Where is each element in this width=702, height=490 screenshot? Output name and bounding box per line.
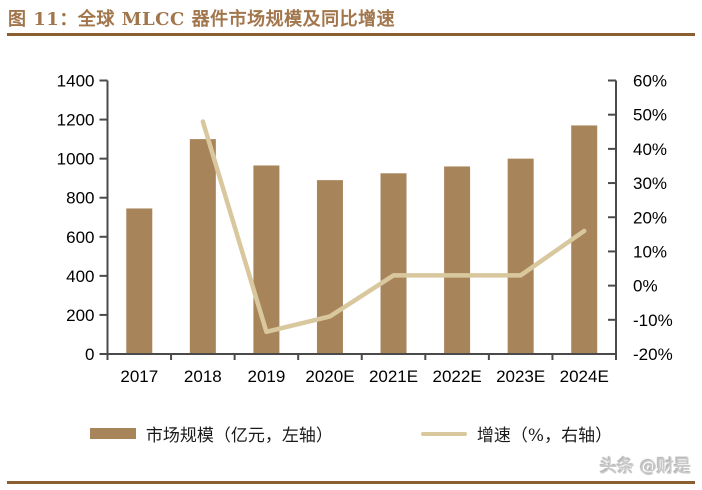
bar-2021E [380, 173, 407, 354]
bar-2018 [189, 139, 216, 354]
right-axis-label: 30% [633, 174, 667, 193]
left-axis-label: 800 [66, 189, 94, 208]
bar-2022E [444, 166, 471, 354]
bar-series-swatch [89, 428, 136, 439]
x-axis-label: 2020E [305, 367, 354, 386]
right-axis-label: 20% [633, 208, 667, 227]
bottom-divider [7, 481, 695, 484]
left-axis-label: 200 [66, 306, 94, 325]
x-axis-label: 2022E [433, 367, 482, 386]
bar-2019 [253, 165, 280, 354]
x-axis-label: 2019 [247, 367, 285, 386]
legend-item-growth: 增速（%，右轴） [420, 421, 613, 446]
left-axis-label: 1400 [57, 72, 95, 91]
watermark-toutiao-caishi: 头条 @财是 [600, 457, 691, 477]
right-axis-label: -20% [633, 345, 673, 364]
right-axis-label: 50% [633, 106, 667, 125]
chart-legend: 市场规模（亿元，左轴） 增速（%，右轴） [0, 421, 702, 446]
legend-label-growth: 增速（%，右轴） [476, 426, 613, 446]
x-axis-label: 2017 [120, 367, 158, 386]
title-divider [7, 33, 695, 36]
left-axis-label: 0 [85, 345, 94, 364]
line-series-swatch [420, 431, 467, 436]
left-axis-label: 400 [66, 267, 94, 286]
x-axis-label: 2023E [496, 367, 545, 386]
left-axis-label: 1000 [57, 150, 95, 169]
legend-label-market-size: 市场规模（亿元，左轴） [145, 426, 333, 446]
right-axis-label: 0% [633, 277, 658, 296]
bar-2023E [507, 158, 534, 354]
combo-chart: 0 200 400 600 800 1000 1200 1400 -20% -10% 0% 10% 20… [57, 72, 673, 387]
growth-line [200, 119, 587, 335]
right-axis-label: -10% [633, 311, 673, 330]
left-axis-label: 1200 [57, 111, 95, 130]
right-axis-label: 10% [633, 242, 667, 261]
x-axis-label: 2024E [560, 367, 609, 386]
bar-2017 [126, 208, 153, 354]
bar-2020E [316, 180, 343, 354]
right-axis-label: 60% [633, 72, 667, 91]
right-axis-label: 40% [633, 140, 667, 159]
legend-item-market-size: 市场规模（亿元，左轴） [89, 421, 333, 446]
figure-title: 图 11：全球 MLCC 器件市场规模及同比增速 [8, 9, 396, 30]
left-axis-label: 600 [66, 228, 94, 247]
x-axis-label: 2018 [184, 367, 222, 386]
x-axis-label: 2021E [369, 367, 418, 386]
